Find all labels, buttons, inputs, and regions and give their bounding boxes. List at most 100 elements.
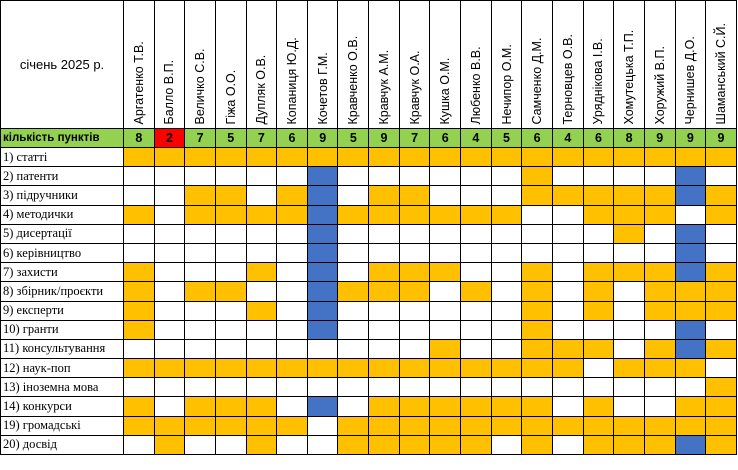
cell-yellow[interactable] [245,204,278,225]
cell-blue[interactable] [306,185,339,206]
cell-empty[interactable] [490,377,523,398]
cell-empty[interactable] [398,300,431,321]
cell-blue[interactable] [674,185,707,206]
cell-blue[interactable] [306,262,339,283]
cell-empty[interactable] [551,396,584,417]
cell-empty[interactable] [153,338,186,360]
cell-empty[interactable] [429,185,462,206]
cell-empty[interactable] [245,319,278,340]
cell-yellow[interactable] [429,204,462,225]
cell-empty[interactable] [551,223,584,244]
cell-yellow[interactable] [613,185,645,206]
cell-yellow[interactable] [429,338,462,360]
cell-empty[interactable] [490,434,523,456]
cell-empty[interactable] [490,242,523,264]
cell-empty[interactable] [460,262,492,283]
cell-yellow[interactable] [705,204,737,225]
cell-yellow[interactable] [398,204,431,225]
cell-yellow[interactable] [153,415,186,436]
cell-yellow[interactable] [214,415,247,436]
cell-empty[interactable] [643,396,676,417]
cell-yellow[interactable] [123,146,155,168]
cell-empty[interactable] [337,242,370,264]
cell-empty[interactable] [613,319,645,340]
cell-empty[interactable] [276,338,308,360]
cell-empty[interactable] [551,377,584,398]
cell-empty[interactable] [368,377,400,398]
cell-yellow[interactable] [337,415,370,436]
cell-empty[interactable] [613,396,645,417]
cell-yellow[interactable] [490,146,523,168]
cell-empty[interactable] [368,338,400,360]
cell-yellow[interactable] [184,185,216,206]
cell-empty[interactable] [276,281,308,302]
cell-empty[interactable] [184,434,216,456]
cell-empty[interactable] [613,166,645,187]
cell-yellow[interactable] [582,146,615,168]
cell-empty[interactable] [460,377,492,398]
cell-empty[interactable] [153,396,186,417]
cell-empty[interactable] [184,338,216,360]
cell-empty[interactable] [245,281,278,302]
cell-empty[interactable] [337,262,370,283]
cell-empty[interactable] [582,223,615,244]
cell-empty[interactable] [551,166,584,187]
cell-yellow[interactable] [643,146,676,168]
cell-empty[interactable] [245,338,278,360]
cell-yellow[interactable] [245,300,278,321]
cell-empty[interactable] [460,338,492,360]
cell-yellow[interactable] [368,185,400,206]
cell-yellow[interactable] [460,434,492,456]
cell-empty[interactable] [398,166,431,187]
cell-yellow[interactable] [398,358,431,379]
cell-blue[interactable] [306,223,339,244]
cell-empty[interactable] [306,377,339,398]
cell-empty[interactable] [123,434,155,456]
cell-yellow[interactable] [521,338,553,360]
cell-empty[interactable] [551,204,584,225]
cell-empty[interactable] [184,166,216,187]
cell-empty[interactable] [123,377,155,398]
cell-empty[interactable] [276,242,308,264]
cell-yellow[interactable] [337,146,370,168]
cell-yellow[interactable] [429,358,462,379]
cell-yellow[interactable] [643,434,676,456]
cell-yellow[interactable] [368,262,400,283]
cell-yellow[interactable] [521,300,553,321]
cell-empty[interactable] [153,242,186,264]
cell-empty[interactable] [214,319,247,340]
cell-yellow[interactable] [429,396,462,417]
cell-yellow[interactable] [613,358,645,379]
cell-empty[interactable] [643,166,676,187]
cell-empty[interactable] [245,185,278,206]
cell-empty[interactable] [429,223,462,244]
cell-blue[interactable] [674,242,707,264]
cell-empty[interactable] [490,223,523,244]
cell-empty[interactable] [214,223,247,244]
cell-empty[interactable] [398,338,431,360]
cell-empty[interactable] [429,300,462,321]
cell-yellow[interactable] [521,166,553,187]
cell-empty[interactable] [551,242,584,264]
cell-empty[interactable] [276,319,308,340]
cell-yellow[interactable] [123,415,155,436]
cell-yellow[interactable] [613,415,645,436]
cell-yellow[interactable] [643,262,676,283]
cell-empty[interactable] [153,319,186,340]
cell-empty[interactable] [582,166,615,187]
cell-empty[interactable] [490,166,523,187]
cell-empty[interactable] [276,434,308,456]
cell-yellow[interactable] [184,396,216,417]
cell-empty[interactable] [429,377,462,398]
cell-yellow[interactable] [490,415,523,436]
cell-empty[interactable] [705,358,737,379]
cell-yellow[interactable] [582,300,615,321]
cell-empty[interactable] [490,300,523,321]
cell-yellow[interactable] [276,415,308,436]
cell-yellow[interactable] [368,434,400,456]
cell-empty[interactable] [460,166,492,187]
cell-yellow[interactable] [123,300,155,321]
cell-yellow[interactable] [551,185,584,206]
cell-yellow[interactable] [184,146,216,168]
cell-yellow[interactable] [153,434,186,456]
